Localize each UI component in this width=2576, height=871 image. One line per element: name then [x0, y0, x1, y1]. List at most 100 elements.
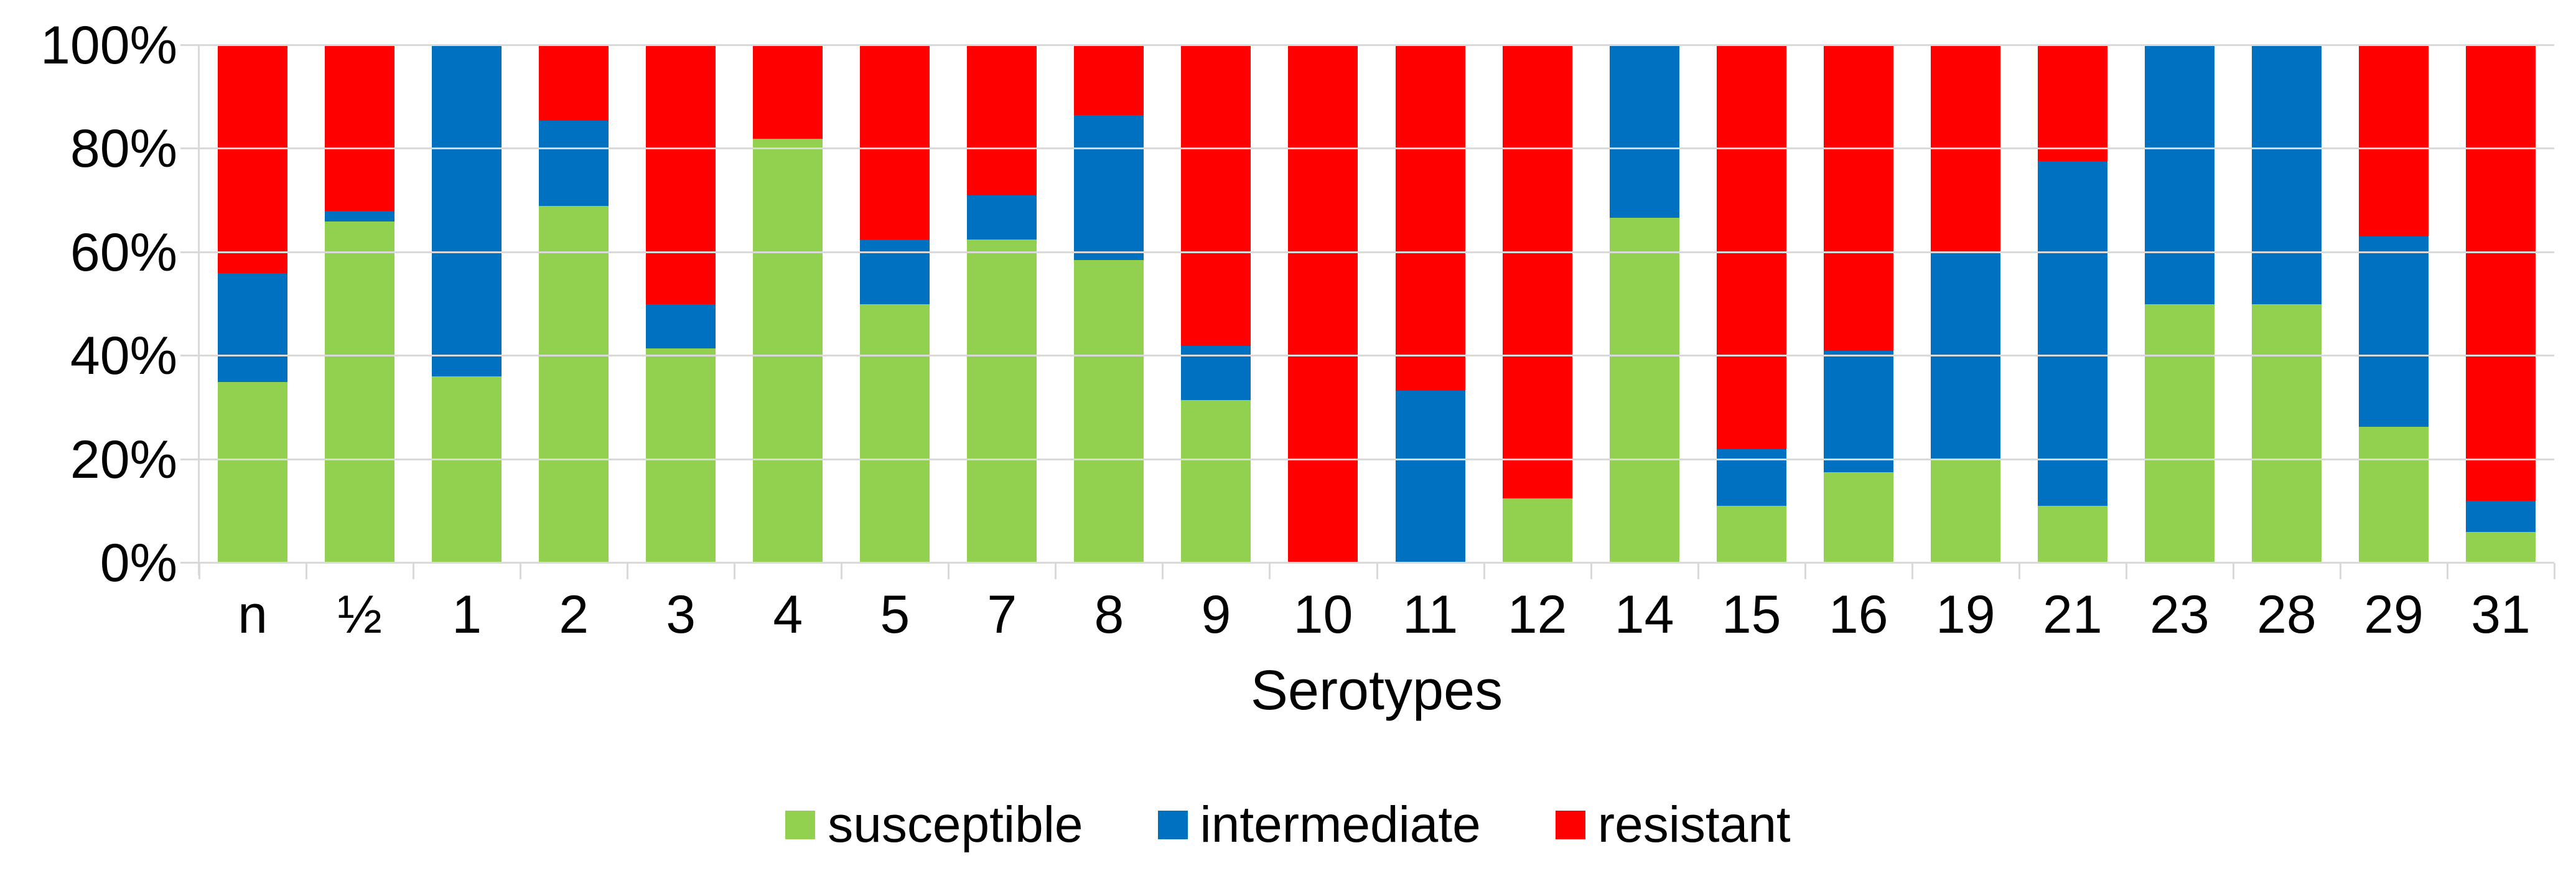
x-axis-title: Serotypes [1250, 659, 1503, 722]
bar-9 [1181, 45, 1251, 563]
bar-slot-28 [2233, 45, 2340, 563]
bar-14 [1609, 45, 1679, 563]
x-axis-tick [2554, 563, 2555, 579]
x-tick-label-5: 5 [880, 585, 910, 645]
x-tick-label-8: 8 [1094, 585, 1124, 645]
bar-slot-15 [1698, 45, 1805, 563]
bar-23 [2144, 45, 2214, 563]
segment-intermediate [646, 304, 716, 348]
bar-slot-10 [1269, 45, 1376, 563]
segment-resistant [753, 45, 823, 139]
bar-slot-2 [520, 45, 627, 563]
segment-susceptible [1609, 218, 1679, 563]
x-axis-tick [1911, 563, 1913, 579]
legend-label-intermediate: intermediate [1200, 796, 1481, 853]
x-tick-label-11: 11 [1402, 585, 1458, 645]
segment-resistant [967, 45, 1037, 196]
segment-susceptible [967, 240, 1037, 563]
x-axis-tick [2446, 563, 2448, 579]
x-axis-tick [2018, 563, 2020, 579]
segment-resistant [1502, 45, 1572, 498]
segment-susceptible [2466, 532, 2536, 563]
bar-slot-11 [1377, 45, 1484, 563]
segment-susceptible [1502, 498, 1572, 563]
y-tick-label: 80% [70, 119, 177, 179]
bar-slot-21 [2019, 45, 2126, 563]
bar-8 [1074, 45, 1144, 563]
bar-28 [2251, 45, 2322, 563]
segment-intermediate [1609, 45, 1679, 218]
bar-slot-3 [627, 45, 734, 563]
bar-11 [1395, 45, 1465, 563]
bar-slot-½ [306, 45, 413, 563]
x-tick-label-10: 10 [1293, 585, 1353, 645]
segment-intermediate [1181, 345, 1251, 400]
segment-intermediate [1823, 350, 1893, 473]
segment-resistant [1823, 45, 1893, 351]
segment-resistant [2466, 45, 2536, 501]
segment-susceptible [1074, 260, 1144, 563]
x-tick-label-21: 21 [2042, 585, 2102, 645]
y-axis-line [198, 45, 200, 575]
segment-susceptible [539, 205, 609, 563]
x-axis-tick [1162, 563, 1164, 579]
segment-susceptible [1181, 399, 1251, 563]
segment-susceptible [1823, 472, 1893, 563]
bar-10 [1288, 45, 1358, 563]
x-axis-tick [2125, 563, 2127, 579]
y-tick-label: 20% [70, 429, 177, 490]
segment-resistant [2037, 45, 2107, 161]
x-tick-label-16: 16 [1828, 585, 1888, 645]
legend: susceptible intermediate resistant [0, 795, 2576, 854]
bar-n [218, 45, 288, 563]
x-axis-tick [734, 563, 736, 579]
x-tick-label-4: 4 [773, 585, 803, 645]
bar-slot-4 [734, 45, 841, 563]
segment-resistant [325, 45, 395, 212]
x-axis-tick [1055, 563, 1057, 579]
bar-slot-29 [2340, 45, 2447, 563]
segment-intermediate [2037, 161, 2107, 506]
x-axis-tick [198, 563, 200, 579]
x-tick-label-31: 31 [2471, 585, 2531, 645]
segment-susceptible [646, 348, 716, 563]
legend-item-resistant: resistant [1555, 795, 1791, 854]
x-axis-tick [1483, 563, 1485, 579]
segment-resistant [1288, 45, 1358, 563]
bar-slot-7 [948, 45, 1055, 563]
x-axis-tick [1590, 563, 1592, 579]
x-tick-label-19: 19 [1935, 585, 1995, 645]
x-tick-label-3: 3 [666, 585, 696, 645]
bar-7 [967, 45, 1037, 563]
segment-susceptible [753, 138, 823, 563]
segment-intermediate [2251, 45, 2322, 304]
segment-intermediate [2144, 45, 2214, 304]
x-axis-tick [306, 563, 308, 579]
x-axis-tick [948, 563, 950, 579]
bar-slot-23 [2126, 45, 2233, 563]
segment-intermediate [860, 240, 930, 304]
segment-resistant [1074, 45, 1144, 116]
y-tick-label: 100% [40, 16, 177, 75]
y-tick-label: 60% [70, 222, 177, 282]
x-tick-label-28: 28 [2257, 585, 2317, 645]
segment-susceptible [2251, 304, 2322, 563]
segment-resistant [2358, 45, 2429, 237]
bar-½ [325, 45, 395, 563]
bar-31 [2466, 45, 2536, 563]
segment-resistant [646, 45, 716, 305]
x-axis-tick-labels: n ½ 1 2 3 4 5 7 8 9 10 11 12 14 15 16 19 21 23 28 29 31 [199, 584, 2554, 646]
x-axis-tick [627, 563, 629, 579]
legend-swatch-susceptible [785, 810, 816, 839]
gridline-60% [180, 251, 2554, 253]
segment-susceptible [2144, 304, 2214, 563]
segment-resistant [860, 45, 930, 240]
legend-swatch-resistant [1555, 810, 1585, 839]
segment-intermediate [967, 195, 1037, 240]
x-tick-label-1: 1 [452, 585, 482, 645]
segment-susceptible [432, 376, 502, 563]
segment-intermediate [218, 273, 288, 382]
segment-intermediate [325, 211, 395, 221]
bar-slot-14 [1591, 45, 1698, 563]
